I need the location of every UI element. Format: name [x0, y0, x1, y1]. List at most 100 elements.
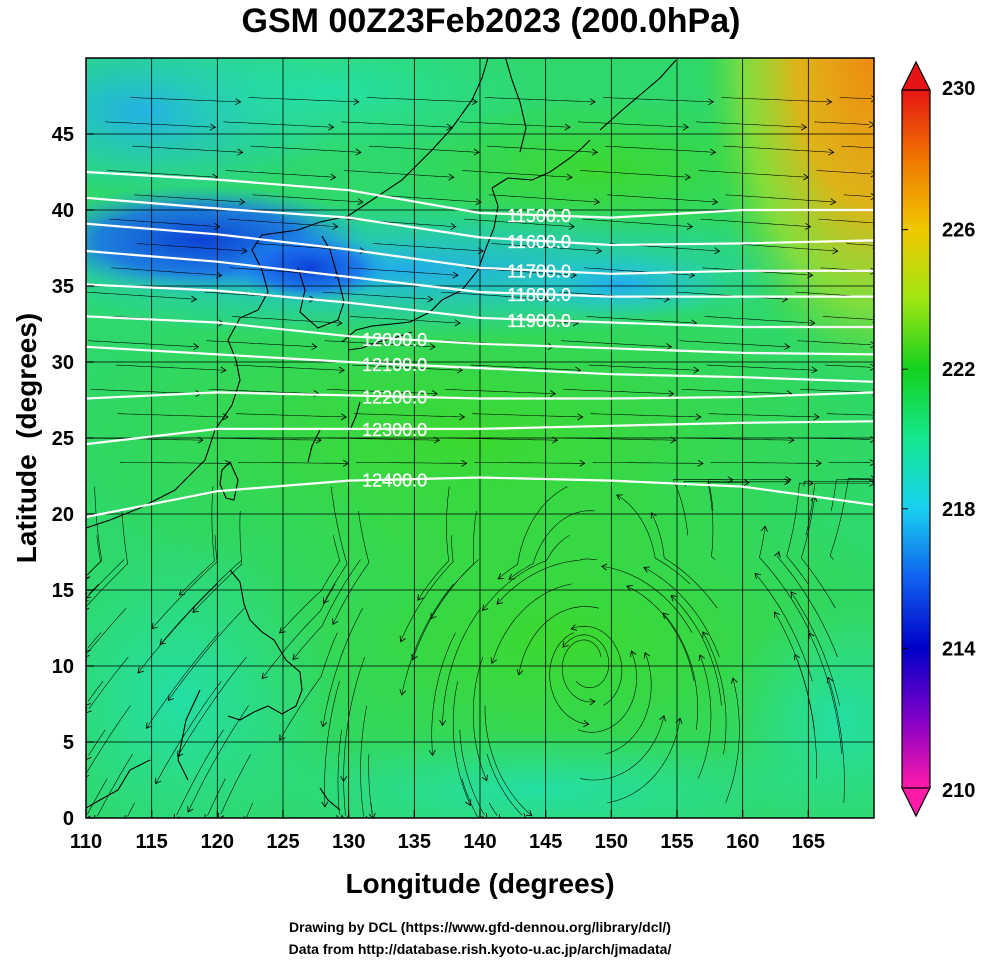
height-contours: 11500.0 11600.0 11700.0 11800.0 11900.0 12000…	[86, 170, 874, 519]
contour-line	[86, 476, 874, 519]
streamline-arrow	[86, 572, 91, 579]
streamline	[824, 364, 871, 368]
x-tick-label: 165	[792, 831, 825, 853]
streamline-arrow	[450, 222, 457, 230]
streamline-arrow	[595, 247, 603, 255]
x-tick-label: 130	[332, 831, 365, 853]
streamline-arrow	[222, 413, 229, 421]
streamline-arrow	[813, 413, 820, 421]
streamline	[563, 389, 674, 394]
streamline	[577, 650, 637, 733]
streamline	[474, 462, 585, 464]
streamline	[176, 729, 224, 816]
streamline	[246, 802, 254, 818]
streamline	[347, 267, 459, 276]
streamline	[601, 566, 693, 633]
streamline-arrow	[496, 598, 503, 605]
streamline-arrow	[459, 413, 466, 421]
streamline	[417, 486, 450, 601]
streamline	[472, 413, 583, 418]
streamline-arrow	[870, 95, 874, 103]
streamline-arrow	[545, 295, 552, 303]
streamline-arrow	[665, 343, 673, 351]
streamline	[324, 681, 340, 808]
streamline-arrow	[155, 777, 162, 785]
streamline-arrow	[481, 774, 488, 782]
streamline-arrow	[714, 247, 721, 255]
streamline	[179, 486, 215, 596]
streamline	[803, 481, 874, 487]
contour-line	[86, 222, 874, 275]
streamline-arrow	[790, 591, 797, 598]
streamline-arrow	[494, 813, 501, 818]
streamline-arrow	[237, 148, 244, 156]
streamline	[250, 145, 361, 153]
streamline-arrow	[193, 343, 200, 351]
streamline	[829, 478, 872, 560]
streamline	[662, 612, 698, 730]
streamline	[370, 802, 373, 814]
streamline	[168, 608, 245, 701]
streamline-arrow	[562, 641, 569, 648]
x-tick-label: 140	[463, 831, 496, 853]
colorbar: 230 226 222 218 214 210	[901, 60, 976, 818]
streamline	[643, 567, 720, 657]
streamline	[670, 595, 722, 706]
streamline-arrow	[209, 123, 217, 131]
colorbar-label: 230	[942, 78, 975, 100]
streamline-arrow	[224, 459, 231, 467]
streamline-arrow	[662, 612, 670, 619]
streamline-arrow	[832, 247, 839, 255]
streamline	[223, 121, 334, 128]
streamline	[491, 243, 602, 252]
streamline-arrow	[808, 632, 815, 640]
streamline-arrow	[320, 720, 328, 728]
streamline-arrow	[86, 577, 90, 579]
streamline	[252, 194, 363, 203]
streamline-arrow	[710, 148, 717, 156]
streamline-arrow	[869, 363, 874, 371]
contour-label: 11800.0	[507, 285, 571, 305]
streamline	[119, 462, 231, 464]
streamline	[577, 121, 689, 128]
streamline-arrow	[192, 606, 199, 613]
streamline	[87, 681, 104, 702]
streamline	[279, 535, 341, 634]
streamline-arrow	[870, 475, 874, 483]
streamline-arrow	[712, 198, 719, 206]
streamline	[725, 678, 740, 803]
streamline	[86, 510, 128, 607]
streamline-arrow	[708, 98, 715, 106]
streamline-arrow	[448, 173, 455, 181]
streamline	[400, 535, 454, 642]
streamline-arrow	[204, 814, 211, 818]
streamline	[841, 145, 874, 149]
streamline-arrow	[475, 198, 482, 206]
streamline	[774, 611, 815, 730]
contour-line	[86, 315, 874, 356]
colorbar-label: 214	[942, 638, 976, 660]
streamline	[706, 364, 817, 371]
streamline	[580, 715, 665, 781]
contour-label: 12100.0	[362, 355, 427, 375]
y-tick-label: 40	[52, 200, 74, 222]
streamline-arrow	[600, 563, 608, 571]
streamline-arrow	[869, 435, 874, 443]
streamline-arrow	[686, 222, 694, 230]
streamline-arrow	[589, 98, 596, 106]
streamline-arrow	[417, 594, 424, 601]
streamline	[679, 340, 790, 348]
streamline	[571, 625, 623, 706]
streamline-arrow	[86, 815, 91, 818]
streamline-arrow	[446, 123, 453, 131]
colorbar-min-arrow	[901, 787, 931, 818]
streamline-arrow	[336, 319, 343, 327]
streamline	[155, 681, 222, 784]
contour-line	[86, 170, 874, 219]
streamline	[708, 413, 820, 418]
streamline-arrow	[355, 148, 362, 156]
streamline-arrow	[730, 677, 738, 685]
streamline	[146, 632, 220, 729]
streamline	[491, 583, 572, 664]
streamline	[727, 243, 838, 252]
